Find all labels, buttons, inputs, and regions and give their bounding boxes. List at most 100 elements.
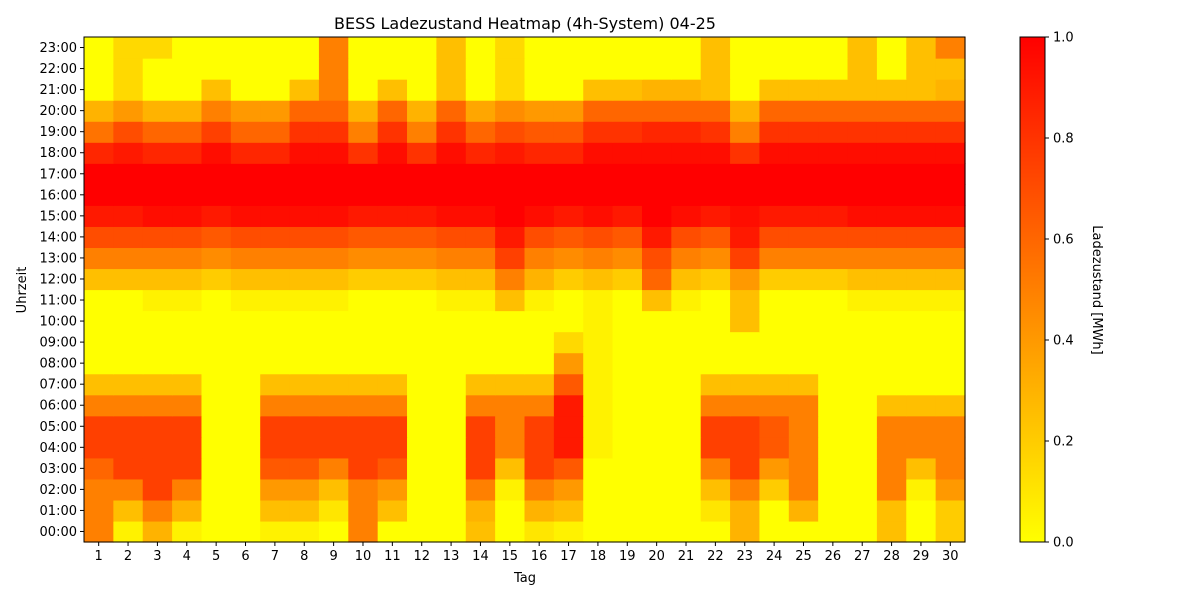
y-tick-label: 23:00 bbox=[40, 41, 77, 56]
heatmap-cell bbox=[172, 352, 203, 375]
heatmap-cell bbox=[671, 415, 702, 438]
heatmap-cell bbox=[906, 415, 937, 438]
heatmap-cell bbox=[553, 310, 584, 333]
heatmap-cell bbox=[348, 457, 379, 480]
heatmap-cell bbox=[641, 58, 672, 80]
heatmap-cell bbox=[553, 436, 584, 459]
heatmap-cell bbox=[906, 226, 937, 249]
heatmap-cell bbox=[876, 436, 907, 459]
heatmap-cell bbox=[230, 457, 261, 480]
heatmap-cell bbox=[289, 37, 320, 59]
heatmap-cell bbox=[700, 163, 731, 185]
heatmap-cell bbox=[524, 37, 555, 59]
heatmap-cell bbox=[612, 520, 643, 543]
heatmap-cell bbox=[377, 373, 408, 396]
heatmap-cell bbox=[260, 79, 291, 101]
heatmap-cell bbox=[436, 352, 467, 375]
heatmap-cell bbox=[495, 289, 526, 312]
heatmap-cell bbox=[730, 247, 761, 270]
heatmap-cell bbox=[84, 58, 114, 80]
heatmap-cell bbox=[113, 268, 144, 291]
heatmap-cell bbox=[935, 121, 966, 143]
heatmap-cell bbox=[465, 247, 496, 270]
heatmap-cell bbox=[260, 247, 291, 270]
heatmap-cell bbox=[730, 58, 761, 80]
heatmap-cell bbox=[612, 478, 643, 501]
heatmap-cell bbox=[348, 352, 379, 375]
heatmap-cell bbox=[142, 436, 173, 459]
heatmap-cell bbox=[641, 226, 672, 249]
heatmap-cell bbox=[935, 310, 966, 333]
heatmap-cell bbox=[906, 436, 937, 459]
heatmap-cell bbox=[142, 226, 173, 249]
heatmap-cell bbox=[289, 331, 320, 354]
heatmap-cell bbox=[641, 331, 672, 354]
heatmap-cell bbox=[935, 37, 966, 59]
heatmap-cell bbox=[641, 310, 672, 333]
heatmap-cell bbox=[876, 58, 907, 80]
heatmap-cell bbox=[818, 184, 849, 206]
colorbar-tick-label: 0.6 bbox=[1053, 233, 1074, 248]
heatmap-cell bbox=[612, 394, 643, 417]
heatmap-cell bbox=[759, 163, 790, 185]
heatmap-cell bbox=[84, 520, 114, 543]
heatmap-cell bbox=[142, 520, 173, 543]
heatmap-cell bbox=[84, 373, 114, 396]
heatmap-cell bbox=[730, 373, 761, 396]
heatmap-cell bbox=[935, 100, 966, 122]
heatmap-cell bbox=[641, 163, 672, 185]
heatmap-cell bbox=[876, 289, 907, 312]
heatmap-cell bbox=[612, 121, 643, 143]
heatmap-cell bbox=[348, 163, 379, 185]
heatmap-cell bbox=[230, 436, 261, 459]
heatmap-cell bbox=[759, 478, 790, 501]
heatmap-cell bbox=[201, 163, 232, 185]
heatmap-cell bbox=[465, 58, 496, 80]
heatmap-cell bbox=[730, 100, 761, 122]
heatmap-cell bbox=[318, 184, 349, 206]
heatmap-cell bbox=[612, 142, 643, 164]
heatmap-cell bbox=[436, 205, 467, 227]
heatmap-cell bbox=[700, 247, 731, 270]
heatmap-cell bbox=[847, 121, 878, 143]
heatmap-cell bbox=[818, 289, 849, 312]
heatmap-cell bbox=[289, 310, 320, 333]
heatmap-cell bbox=[935, 394, 966, 417]
heatmap-cell bbox=[700, 142, 731, 164]
heatmap-cell bbox=[524, 289, 555, 312]
heatmap-cell bbox=[113, 436, 144, 459]
heatmap-cell bbox=[289, 58, 320, 80]
heatmap-cell bbox=[583, 79, 614, 101]
heatmap-cell bbox=[641, 142, 672, 164]
heatmap-cell bbox=[84, 205, 114, 227]
heatmap-cell bbox=[230, 163, 261, 185]
x-tick-label: 27 bbox=[854, 549, 871, 564]
heatmap-cell bbox=[495, 478, 526, 501]
heatmap-cell bbox=[407, 352, 437, 375]
heatmap-cell bbox=[318, 331, 349, 354]
heatmap-cell bbox=[759, 331, 790, 354]
heatmap-cell bbox=[142, 457, 173, 480]
heatmap-cell bbox=[201, 226, 232, 249]
heatmap-cell bbox=[436, 37, 467, 59]
heatmap-cell bbox=[759, 352, 790, 375]
heatmap-cell bbox=[289, 205, 320, 227]
heatmap-cell bbox=[142, 289, 173, 312]
heatmap-cell bbox=[906, 373, 937, 396]
heatmap-cell bbox=[847, 100, 878, 122]
heatmap-cell bbox=[318, 289, 349, 312]
heatmap-cell bbox=[730, 184, 761, 206]
heatmap-cell bbox=[759, 184, 790, 206]
heatmap-cell bbox=[201, 121, 232, 143]
heatmap-cell bbox=[818, 457, 849, 480]
heatmap-cells bbox=[84, 37, 966, 543]
heatmap-cell bbox=[935, 436, 966, 459]
heatmap-cell bbox=[612, 79, 643, 101]
heatmap-cell bbox=[407, 457, 437, 480]
heatmap-cell bbox=[935, 415, 966, 438]
heatmap-cell bbox=[318, 352, 349, 375]
colorbar-tick-label: 0.4 bbox=[1053, 334, 1074, 349]
heatmap-cell bbox=[583, 268, 614, 291]
y-axis-ticks: 00:00 01:00 02:00 03:00 04:00 05:00 06:00 07:00… bbox=[40, 41, 84, 540]
heatmap-cell bbox=[641, 415, 672, 438]
